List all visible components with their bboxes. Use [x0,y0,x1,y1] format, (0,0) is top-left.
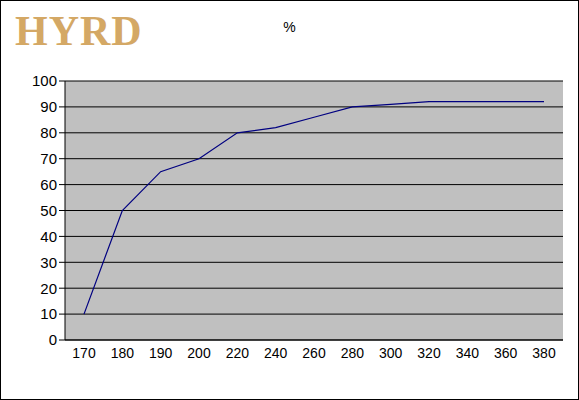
svg-text:80: 80 [40,124,57,141]
svg-text:170: 170 [72,345,96,361]
svg-text:0: 0 [49,331,57,348]
svg-text:180: 180 [111,345,135,361]
svg-text:280: 280 [341,345,365,361]
svg-text:320: 320 [417,345,441,361]
svg-text:340: 340 [456,345,480,361]
svg-text:10: 10 [40,305,57,322]
svg-text:300: 300 [379,345,403,361]
svg-text:380: 380 [532,345,556,361]
svg-text:190: 190 [149,345,173,361]
svg-text:70: 70 [40,150,57,167]
svg-text:30: 30 [40,254,57,271]
svg-text:20: 20 [40,280,57,297]
html-text:HYRD: HYRD [15,8,143,54]
svg-text:40: 40 [40,228,57,245]
svg-text:200: 200 [187,345,211,361]
svg-text:100: 100 [32,72,57,89]
svg-text:240: 240 [264,345,288,361]
svg-text:360: 360 [494,345,518,361]
svg-text:220: 220 [226,345,250,361]
svg-text:90: 90 [40,98,57,115]
svg-text:260: 260 [302,345,326,361]
svg-text:60: 60 [40,176,57,193]
svg-text:50: 50 [40,202,57,219]
